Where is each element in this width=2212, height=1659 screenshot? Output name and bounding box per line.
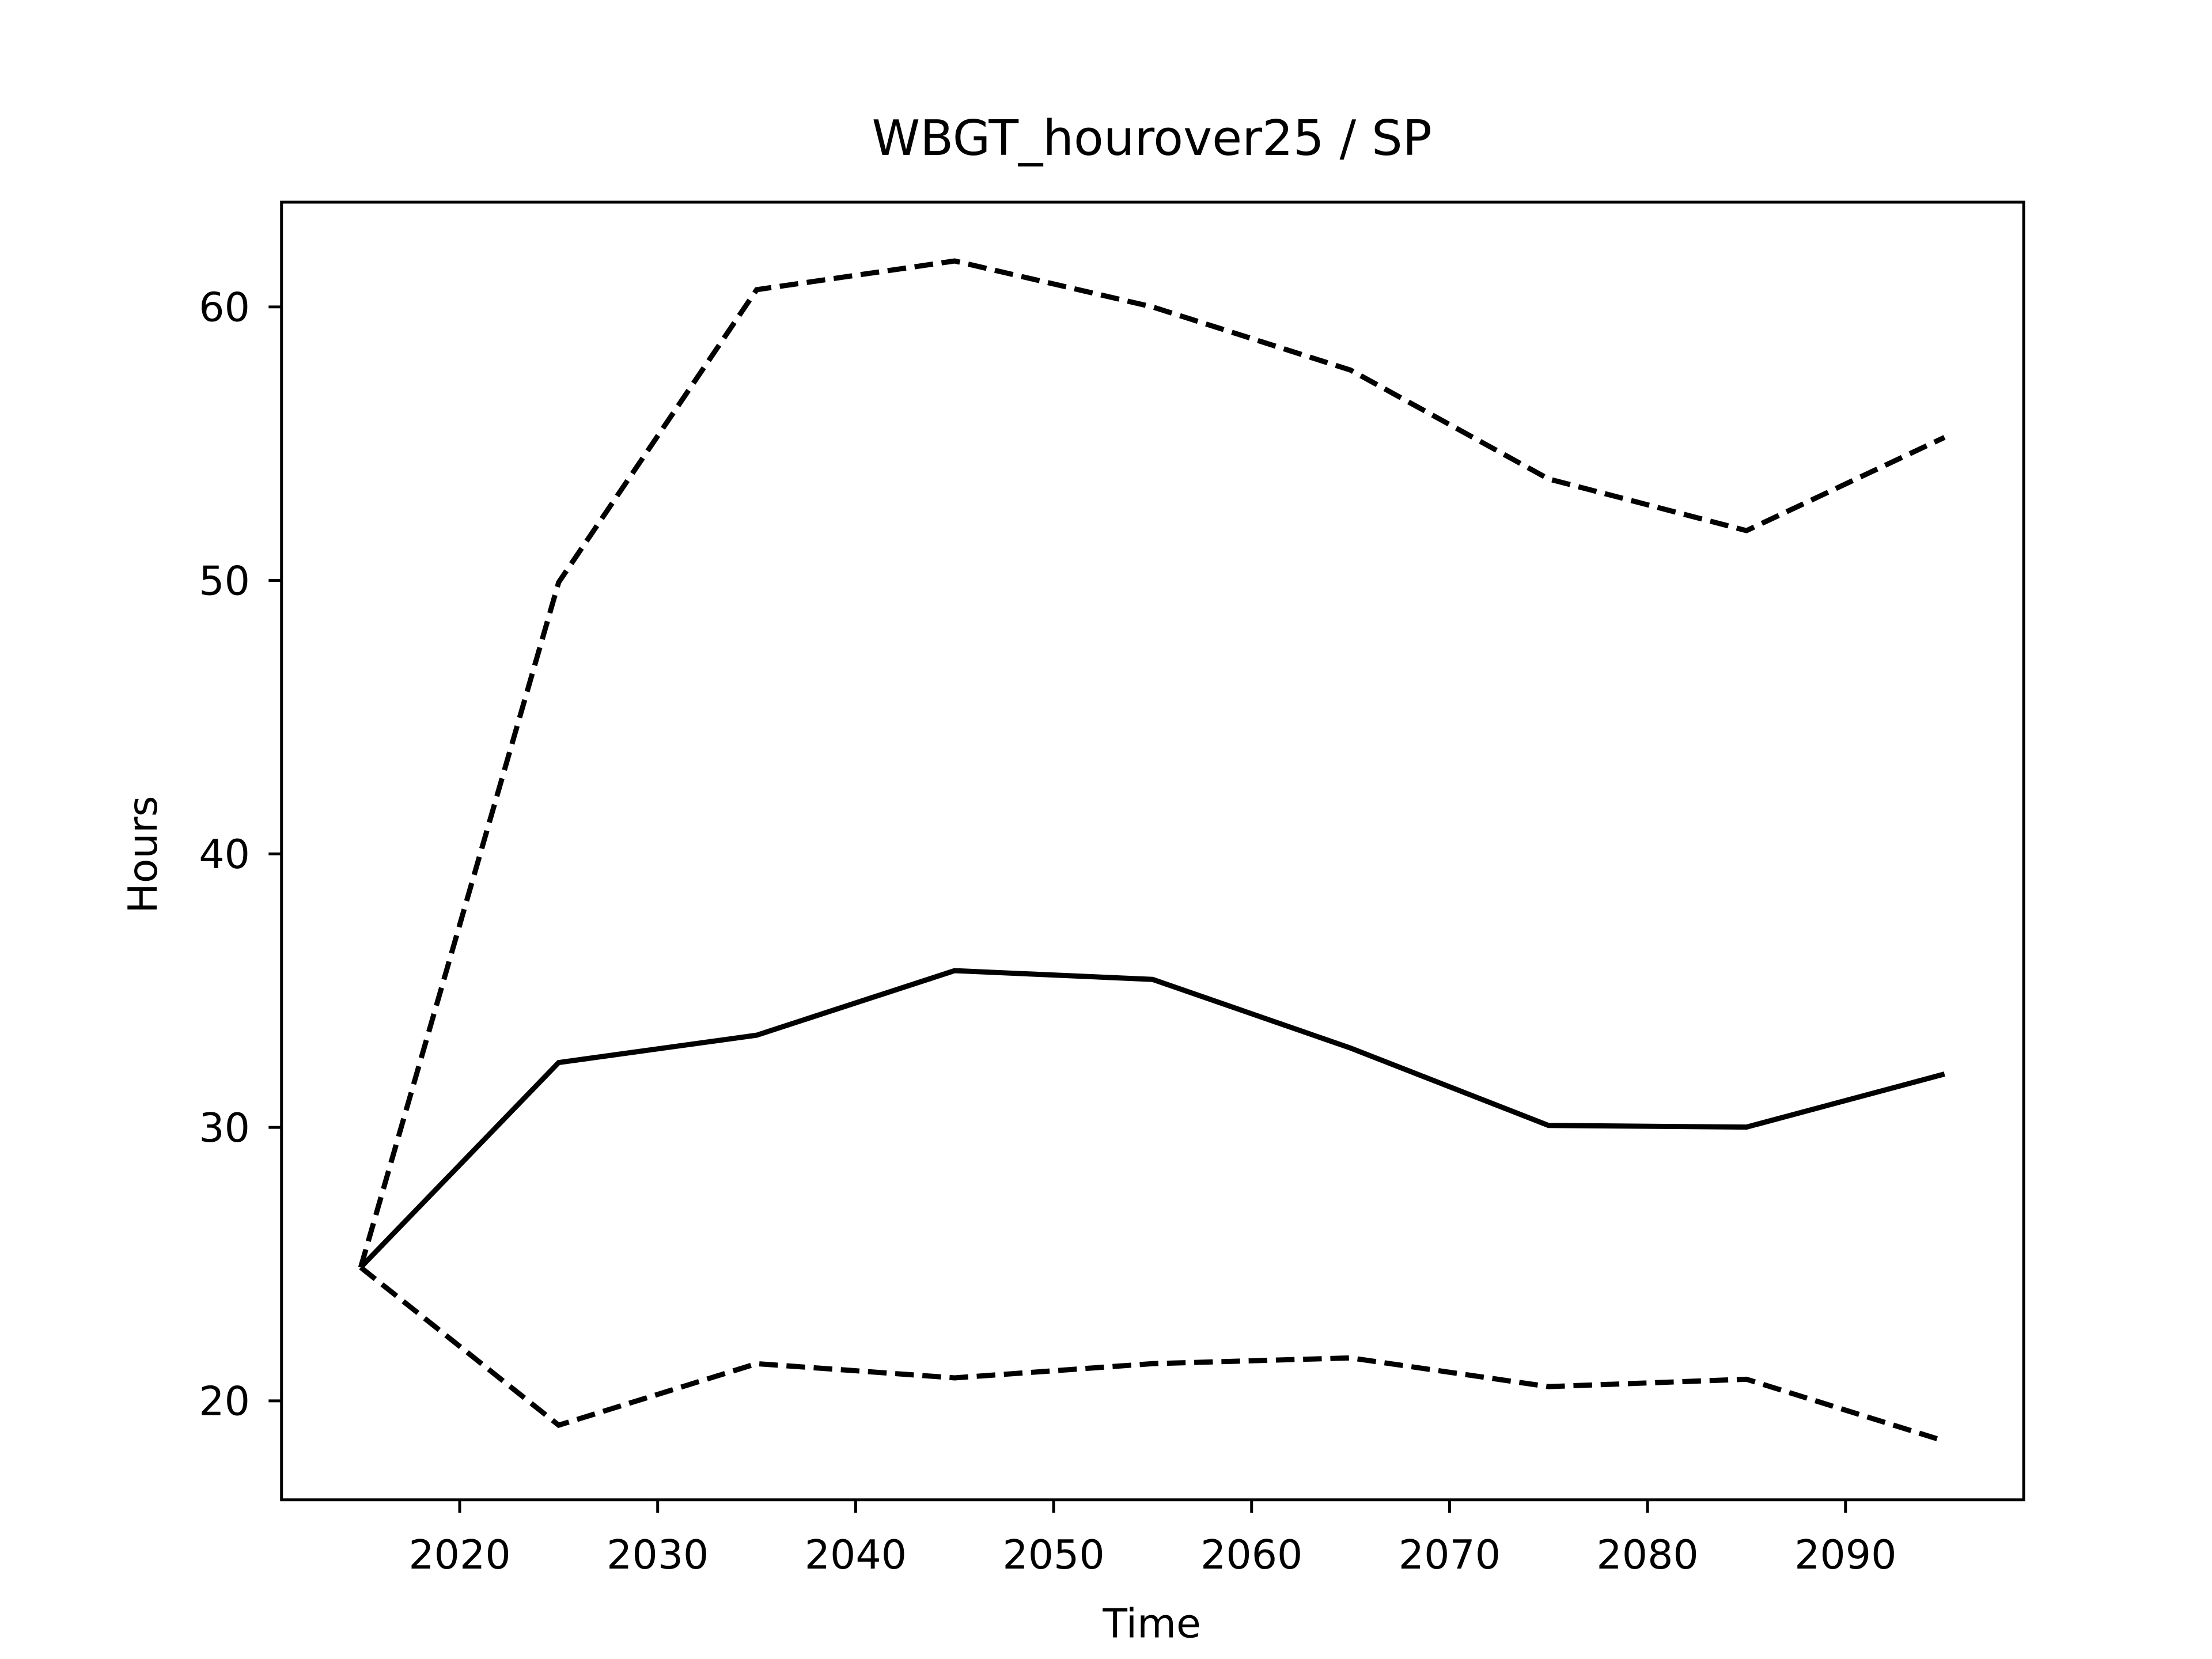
x-tick-label: 2030 xyxy=(607,1532,709,1578)
series-line xyxy=(358,968,1945,1270)
y-axis-label: Hours xyxy=(120,796,166,913)
y-tick-label: 30 xyxy=(199,1105,250,1152)
y-tick-label: 20 xyxy=(199,1378,250,1425)
x-tick-label: 2070 xyxy=(1399,1532,1501,1578)
x-tick-label: 2040 xyxy=(805,1532,907,1578)
series-line xyxy=(359,1265,1945,1444)
plot-frame xyxy=(280,200,2025,1502)
x-tick-label: 2050 xyxy=(1002,1532,1104,1578)
x-tick-label: 2080 xyxy=(1596,1532,1698,1578)
x-tick-label: 2020 xyxy=(408,1532,510,1578)
chart-title: WBGT_hourover25 / SP xyxy=(872,109,1432,166)
y-tick-label: 40 xyxy=(199,831,250,878)
x-tick-label: 2090 xyxy=(1794,1532,1896,1578)
y-tick-label: 50 xyxy=(199,558,250,604)
x-axis-label: Time xyxy=(1102,1601,1201,1647)
x-tick-label: 2060 xyxy=(1200,1532,1302,1578)
y-tick-label: 60 xyxy=(199,285,250,331)
series-line xyxy=(358,258,1946,1268)
